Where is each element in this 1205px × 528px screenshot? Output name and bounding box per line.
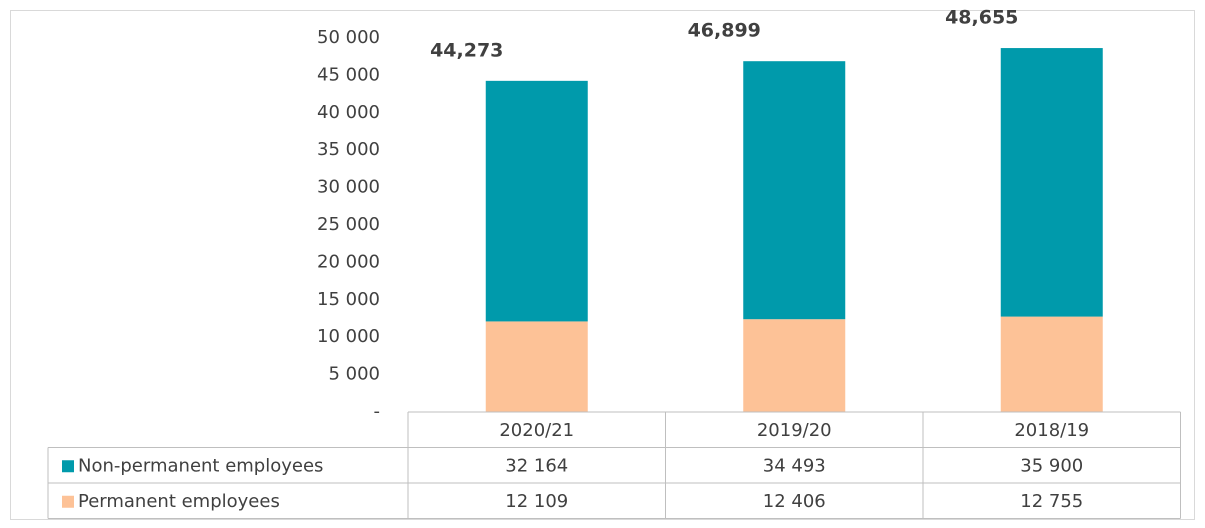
legend-swatch xyxy=(62,495,74,508)
bar-segment xyxy=(743,319,846,412)
bar-segment xyxy=(485,321,588,412)
y-tick-label: 5 000 xyxy=(328,364,380,385)
table-value: 12 406 xyxy=(763,491,826,512)
total-label: 44,273 xyxy=(430,39,503,61)
y-tick-label: 50 000 xyxy=(317,27,380,48)
table-value: 12 109 xyxy=(505,491,568,512)
y-tick-label: 20 000 xyxy=(317,251,380,272)
table-value: 35 900 xyxy=(1020,455,1083,476)
legend-swatch xyxy=(62,460,74,473)
chart-frame xyxy=(10,10,1195,520)
total-label: 48,655 xyxy=(945,7,1018,29)
legend-label: Non-permanent employees xyxy=(78,455,323,476)
x-tick-label: 2019/20 xyxy=(757,420,832,441)
table-value: 12 755 xyxy=(1020,491,1083,512)
y-tick-label: - xyxy=(374,401,381,422)
table-value: 34 493 xyxy=(763,455,826,476)
bar-segment xyxy=(1000,316,1103,412)
legend-label: Permanent employees xyxy=(78,491,280,512)
bar-segment xyxy=(1000,48,1103,317)
y-tick-label: 25 000 xyxy=(317,214,380,235)
table-value: 32 164 xyxy=(505,455,568,476)
bar-segment xyxy=(485,80,588,322)
y-tick-label: 15 000 xyxy=(317,289,380,310)
x-tick-label: 2018/19 xyxy=(1014,420,1089,441)
y-tick-label: 10 000 xyxy=(317,326,380,347)
x-tick-label: 2020/21 xyxy=(499,420,574,441)
y-tick-label: 40 000 xyxy=(317,102,380,123)
total-label: 46,899 xyxy=(688,20,761,42)
y-tick-label: 35 000 xyxy=(317,139,380,160)
y-tick-label: 45 000 xyxy=(317,64,380,85)
y-tick-label: 30 000 xyxy=(317,177,380,198)
bar-segment xyxy=(743,61,846,320)
